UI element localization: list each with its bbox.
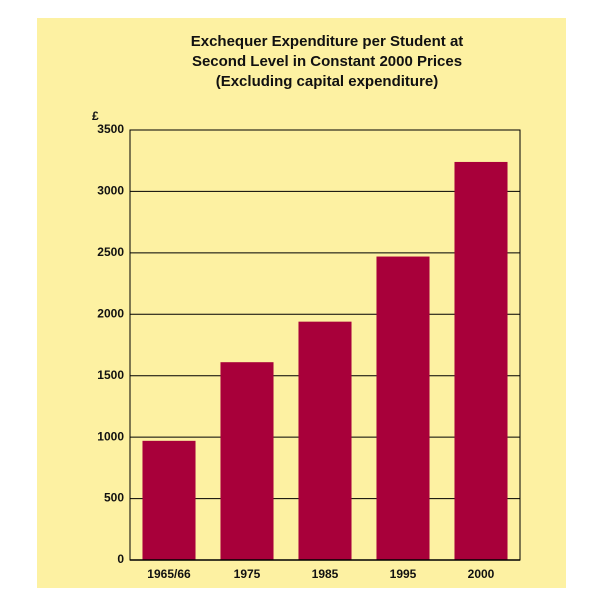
y-tick-label: 3000	[97, 184, 124, 198]
chart-title: Exchequer Expenditure per Student at	[191, 33, 464, 50]
y-tick-label: 3500	[97, 122, 124, 136]
chart-title: Second Level in Constant 2000 Prices	[192, 53, 462, 70]
x-tick-label: 2000	[468, 567, 495, 581]
y-tick-label: 2000	[97, 306, 124, 320]
bar	[142, 440, 196, 560]
y-tick-label: 1500	[97, 368, 124, 382]
x-tick-label: 1975	[234, 567, 261, 581]
y-tick-label: 2500	[97, 245, 124, 259]
y-axis-label: £	[92, 109, 99, 123]
x-tick-label: 1995	[390, 567, 417, 581]
bar	[220, 362, 274, 560]
bar	[454, 161, 508, 560]
y-tick-label: 1000	[97, 429, 124, 443]
bar	[376, 256, 430, 560]
y-tick-label: 0	[117, 552, 124, 566]
x-tick-label: 1985	[312, 567, 339, 581]
y-tick-label: 500	[104, 491, 124, 505]
chart-title: (Excluding capital expenditure)	[216, 73, 439, 90]
x-tick-label: 1965/66	[147, 567, 191, 581]
bar	[298, 321, 352, 560]
